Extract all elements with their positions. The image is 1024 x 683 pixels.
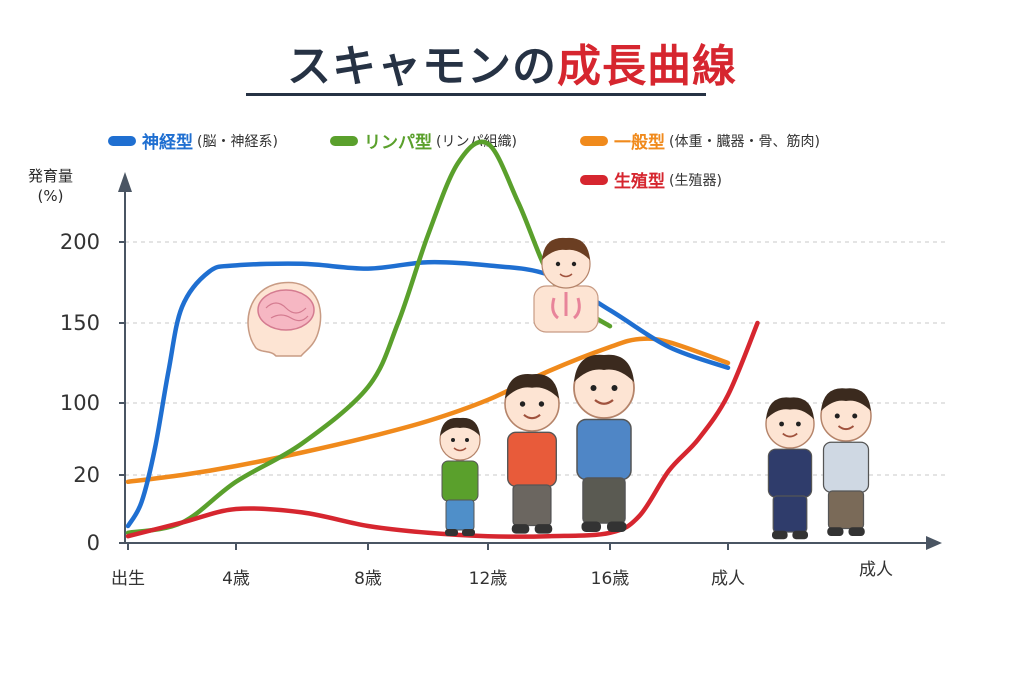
kid-pants — [582, 477, 626, 524]
y-tick-label: 150 — [60, 311, 100, 335]
x-tick-label: 出生 — [111, 569, 145, 589]
legend-swatch — [330, 135, 358, 146]
kid-pants — [512, 484, 552, 527]
legend-name: リンパ型 — [364, 133, 432, 153]
child-12-illustration — [573, 354, 635, 532]
legend-desc: (生殖器) — [669, 172, 722, 189]
kid-hair — [766, 397, 814, 420]
legend-swatch — [108, 135, 136, 146]
title-part2: 成長曲線 — [557, 41, 737, 92]
kid-eye — [465, 438, 469, 442]
x-tick-label: 成人 — [711, 569, 745, 589]
kid-smile — [837, 425, 855, 431]
kid-shoe — [848, 527, 865, 536]
brain-folds — [265, 302, 309, 322]
kid-pants — [827, 490, 865, 530]
series-line-2 — [125, 336, 731, 485]
lymph-child-smile — [559, 273, 573, 278]
kid-shirt — [441, 460, 479, 502]
kid-hair — [505, 374, 559, 399]
x-tick-label: 4歳 — [222, 569, 250, 589]
kid-pants — [772, 495, 808, 533]
chart-title: スキャモンの成長曲線 — [0, 30, 1024, 94]
child-4-illustration — [439, 417, 481, 536]
child-8-illustration — [504, 374, 560, 534]
kid-eye — [611, 385, 618, 391]
kid-shoe — [581, 521, 601, 532]
legend-item-reproductive: 生殖型 (生殖器) — [580, 167, 722, 192]
x-axis-arrow — [926, 536, 942, 550]
kid-shoe — [827, 527, 844, 536]
lymph-organs — [551, 292, 581, 320]
kid-eye — [538, 401, 545, 407]
kid-shoe — [462, 529, 475, 536]
brain-shape — [257, 289, 315, 331]
kid-shirt — [507, 431, 557, 488]
kid-smile — [782, 432, 798, 438]
kid-shirt — [576, 418, 632, 481]
kid-shoe — [534, 524, 553, 534]
lymph-child-eye — [555, 261, 561, 267]
kid-shoe — [772, 530, 788, 540]
kid-shoe — [511, 524, 530, 534]
series-line-0 — [125, 259, 731, 529]
kid-smile — [523, 413, 541, 420]
brain-head-illustration — [247, 281, 322, 357]
legend-desc: (脳・神経系) — [197, 133, 278, 150]
lymph-child-illustration — [533, 237, 599, 333]
kid-eye — [779, 421, 784, 427]
teen-girl-illustration — [765, 397, 815, 540]
kid-shoe — [445, 529, 458, 536]
tick-labels: 0 20 100 150 200 出生 4歳 8歳 12歳 16歳 成人 成人 — [60, 230, 893, 589]
kid-shirt — [767, 448, 813, 498]
illustrations — [247, 237, 872, 540]
y-axis-label: 発育量 (%) — [28, 166, 73, 206]
kid-shoe — [607, 521, 627, 532]
kid-smile — [594, 399, 614, 405]
kid-eye — [852, 413, 858, 419]
legend-item-neural: 神経型 (脳・神経系) — [108, 128, 278, 153]
lymph-child-hair — [542, 237, 590, 260]
y-axis-label-line1: 発育量 — [28, 167, 74, 185]
legend-item-general: 一般型 (体重・臓器・骨、筋肉) — [580, 128, 820, 153]
y-tick-label: 200 — [60, 230, 100, 254]
teen-boy-illustration — [820, 388, 872, 536]
y-tick-label: 100 — [60, 391, 100, 415]
x-tick-label: 8歳 — [354, 569, 382, 589]
legend-name: 神経型 — [142, 133, 193, 153]
legend-name: 生殖型 — [614, 172, 665, 192]
kid-hair — [440, 417, 480, 436]
x-end-label: 成人 — [859, 560, 893, 580]
legend-swatch — [580, 135, 608, 146]
x-tick-label: 12歳 — [469, 569, 508, 589]
y-tick-label: 0 — [87, 531, 100, 555]
kid-eye — [519, 401, 526, 407]
lymph-child-eye — [571, 261, 577, 267]
kid-shirt — [822, 441, 870, 493]
legend-swatch — [580, 174, 608, 185]
kid-hair — [821, 388, 871, 411]
legend-name: 一般型 — [614, 133, 665, 153]
kid-eye — [834, 413, 840, 419]
x-tick-label: 16歳 — [591, 569, 630, 589]
y-axis-arrow — [118, 172, 132, 192]
kid-hair — [574, 354, 634, 382]
title-underline — [246, 93, 706, 96]
kid-eye — [590, 385, 597, 391]
title-part1: スキャモンの — [287, 41, 557, 92]
kid-pants — [445, 499, 475, 531]
kid-eye — [451, 438, 455, 442]
kid-eye — [796, 421, 801, 427]
axes — [118, 172, 942, 550]
kid-shoe — [792, 530, 808, 540]
legend-desc: (体重・臓器・骨、筋肉) — [669, 133, 820, 150]
kid-smile — [453, 447, 467, 452]
y-tick-label: 20 — [73, 463, 100, 487]
y-axis-label-line2: (%) — [37, 187, 64, 205]
series-line-3 — [125, 320, 760, 539]
